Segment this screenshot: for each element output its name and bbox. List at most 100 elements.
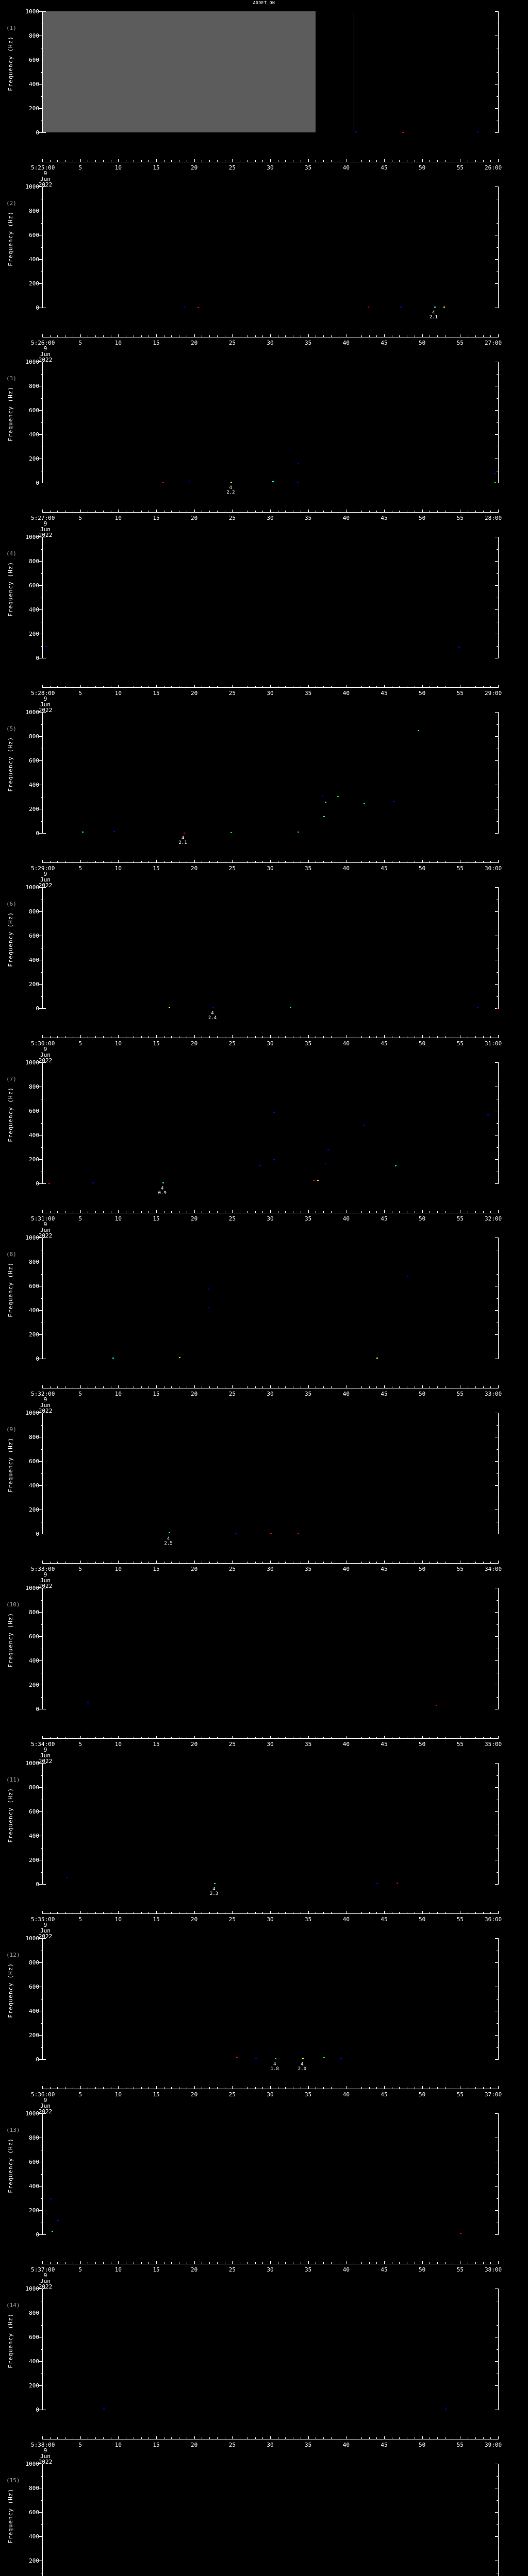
y-tick xyxy=(39,2361,42,2362)
y-tick-label: 200 xyxy=(29,280,39,287)
spectrogram-panel[interactable]: 0 200 400 600 800 1000 (4) Frequency (Hz) 5 10 15 2… xyxy=(0,526,528,713)
x-tick-label: 20 xyxy=(191,1741,198,1748)
x-minor-tick xyxy=(475,686,476,687)
x-minor-tick xyxy=(483,1386,484,1388)
x-tick-label: 5 xyxy=(78,340,82,346)
x-minor-tick xyxy=(437,1562,438,1563)
y-tick-label: 1000 xyxy=(25,2110,40,2117)
x-minor-tick xyxy=(103,160,104,162)
y-minor-tick xyxy=(41,1775,42,1776)
x-major-tick xyxy=(270,1736,271,1738)
x-minor-tick xyxy=(141,2262,142,2264)
x-axis-cap-right xyxy=(498,2436,499,2439)
x-axis-cap-right xyxy=(498,860,499,863)
x-axis-cap-left xyxy=(42,1561,43,1564)
y-tick xyxy=(39,2059,42,2060)
spectrogram-panel[interactable]: 0 200 400 600 800 1000 (6) Frequency (Hz) 4 2.4 5 1… xyxy=(0,876,528,1063)
x-minor-tick xyxy=(475,1211,476,1213)
x-minor-tick xyxy=(148,1036,150,1038)
y-tick-label: 400 xyxy=(29,431,39,438)
x-minor-tick xyxy=(57,861,58,862)
x-tick-label: 5 xyxy=(78,1040,82,1047)
x-tick-label: 30 xyxy=(267,690,274,697)
spectrogram-panel[interactable]: 0 200 400 600 800 1000 (8) Frequency (Hz) 5 10 15 2… xyxy=(0,1226,528,1414)
x-minor-tick xyxy=(148,1386,150,1388)
x-major-tick xyxy=(384,1385,385,1388)
x-minor-tick xyxy=(148,160,150,162)
x-major-tick xyxy=(194,334,195,337)
x-major-tick xyxy=(232,1210,233,1213)
x-minor-tick xyxy=(285,335,286,337)
spectrogram-panel[interactable]: 0 200 400 600 800 1000 (11) Frequency (Hz) 4 2.3 5… xyxy=(0,1752,528,1939)
x-end-time-label: 38:00 xyxy=(485,2266,502,2273)
spectrogram-panel[interactable]: 0 200 400 600 800 1000 (12) Frequency (Hz) 4 1.8 4… xyxy=(0,1927,528,2114)
y-tick-right xyxy=(495,259,498,260)
x-minor-tick xyxy=(376,686,377,687)
y-tick-label: 1000 xyxy=(25,709,40,716)
x-tick-label: 45 xyxy=(381,164,388,171)
y-tick xyxy=(39,1636,42,1637)
spectrogram-panel[interactable]: 0 200 400 600 800 1000 (3) Frequency (Hz) 4 2.2 5 1… xyxy=(0,350,528,538)
spectrogram-panel[interactable]: 0 200 400 600 800 1000 (13) Frequency (Hz) 5 10 15… xyxy=(0,2102,528,2290)
x-minor-tick xyxy=(262,2087,263,2089)
x-minor-tick xyxy=(50,1737,51,1738)
x-axis-cap-left xyxy=(42,1385,43,1388)
x-tick-label: 5 xyxy=(78,515,82,521)
spectrogram-panel[interactable]: 0 200 400 600 800 1000 (1) Frequency (Hz) 5 10 15 2… xyxy=(0,0,528,188)
x-minor-tick xyxy=(444,2087,446,2089)
y-tick-label: 200 xyxy=(29,2032,39,2039)
x-minor-tick xyxy=(209,511,210,512)
y-tick-right xyxy=(495,585,498,586)
left-bracket-top xyxy=(42,2113,46,2114)
detection-point xyxy=(298,1532,300,1534)
x-major-tick xyxy=(422,1210,423,1213)
x-minor-tick xyxy=(255,861,256,862)
x-tick-label: 25 xyxy=(228,1040,236,1047)
x-tick-label: 40 xyxy=(342,2091,350,2098)
spectrogram-panel[interactable]: 0 200 400 600 800 1000 (14) Frequency (Hz) 5 10 15… xyxy=(0,2277,528,2465)
spectrogram-panel[interactable]: 0 200 400 600 800 1000 (10) Frequency (Hz) 5 10 15… xyxy=(0,1577,528,1764)
x-minor-tick xyxy=(95,1562,96,1563)
y-tick-label: 600 xyxy=(29,1984,39,1990)
y-tick-right xyxy=(495,132,498,133)
x-minor-tick xyxy=(369,2262,370,2264)
x-tick-label: 40 xyxy=(342,1215,350,1222)
x-minor-tick xyxy=(262,2262,263,2264)
panel-index-label: (13) xyxy=(6,2127,20,2133)
detection-point xyxy=(184,307,186,308)
x-axis-line xyxy=(42,862,499,863)
spectrogram-panel[interactable]: 0 200 400 600 800 1000 (5) Frequency (Hz) 4 2.1 5 1… xyxy=(0,701,528,888)
spectrogram-panel[interactable]: 0 200 400 600 800 1000 (2) Frequency (Hz) 4 2.1 5 1… xyxy=(0,175,528,363)
x-axis-cap-left xyxy=(42,685,43,688)
x-start-time-label: 5:30:00 xyxy=(31,1040,55,1047)
x-minor-tick xyxy=(57,335,58,337)
x-minor-tick xyxy=(103,861,104,862)
y-tick-right xyxy=(495,1636,498,1637)
x-minor-tick xyxy=(255,160,256,162)
detection-point xyxy=(274,2058,276,2059)
x-major-tick xyxy=(118,1736,119,1738)
x-minor-tick xyxy=(437,1211,438,1213)
spectrogram-panel[interactable]: 0 200 400 600 800 1000 (9) Frequency (Hz) 4 2.5 5 1… xyxy=(0,1401,528,1589)
x-tick-label: 10 xyxy=(114,1040,122,1047)
x-minor-tick xyxy=(217,1036,218,1038)
x-minor-tick xyxy=(209,2262,210,2264)
x-minor-tick xyxy=(483,2087,484,2089)
x-major-tick xyxy=(232,2261,233,2264)
x-minor-tick xyxy=(437,335,438,337)
x-axis-line xyxy=(42,512,499,513)
x-minor-tick xyxy=(444,1562,446,1563)
x-minor-tick xyxy=(361,2262,362,2264)
y-tick-label: 600 xyxy=(29,232,39,239)
y-tick-right xyxy=(495,561,498,562)
x-minor-tick xyxy=(255,1211,256,1213)
detection-marker: 4 2.0 xyxy=(298,2062,306,2072)
x-minor-tick xyxy=(483,1562,484,1563)
y-tick-label: 1000 xyxy=(25,884,40,891)
detection-point xyxy=(213,1883,216,1884)
y-tick xyxy=(39,11,42,12)
x-tick-label: 55 xyxy=(456,865,464,872)
spectrogram-panel[interactable]: 0 200 400 600 800 1000 (7) Frequency (Hz) 4 0.9 5 1… xyxy=(0,1051,528,1239)
x-minor-tick xyxy=(399,1562,400,1563)
